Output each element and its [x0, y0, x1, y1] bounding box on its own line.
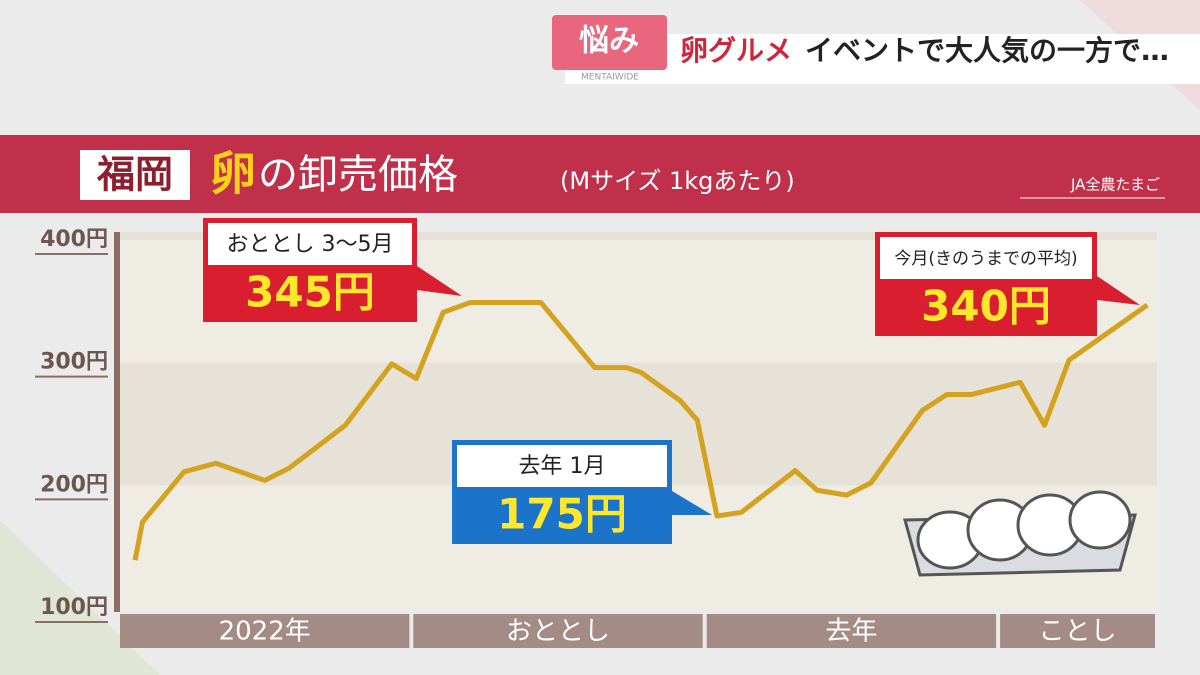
callout-pointer: [417, 266, 462, 296]
callout-title: おととし 3～5月: [227, 232, 394, 257]
source: JA全農たまご: [1070, 176, 1160, 194]
y-tick-label: 400円: [40, 227, 108, 252]
title-head: 卵: [210, 147, 256, 201]
brand: MENTAIWIDE: [581, 73, 639, 83]
period-bar: [413, 614, 703, 648]
callout-pointer: [1097, 276, 1140, 305]
period-label: 去年: [825, 617, 877, 647]
period-label: 2022年: [219, 617, 311, 647]
y-tick-label: 200円: [40, 472, 108, 497]
callout-head: [208, 223, 412, 265]
banner-bg: [565, 34, 1200, 84]
region-box: [80, 150, 190, 200]
period-label: ことし: [1039, 617, 1117, 647]
y-tick-label: 300円: [40, 350, 108, 375]
period-bar: [1000, 614, 1155, 648]
y-axis: [114, 232, 120, 612]
banner-tag: 悩み: [579, 24, 639, 59]
callout-value: 345円: [245, 268, 375, 317]
callout-pointer: [672, 491, 712, 515]
callout-head: [457, 445, 667, 487]
banner-topic: 卵グルメ: [680, 34, 792, 67]
callout-title: 去年 1月: [519, 454, 606, 479]
callout-head: [880, 237, 1092, 279]
period-label: おととし: [506, 617, 610, 647]
title: の卸売価格: [258, 152, 458, 198]
callout-value: 340円: [921, 282, 1051, 331]
y-tick-label: 100円: [40, 595, 108, 620]
banner-tag-bg: [552, 15, 667, 70]
period-bar: [706, 614, 997, 648]
banner-headline: イベントで大人気の一方で…: [805, 34, 1169, 67]
egg-illustration: [903, 490, 1137, 577]
callout-value: 175円: [497, 490, 627, 539]
callout-title: 今月(きのうまでの平均): [894, 249, 1077, 269]
title-bar: [0, 135, 1200, 213]
price-line: [132, 300, 1149, 561]
subtitle: (Mサイズ 1kgあたり): [560, 167, 795, 195]
region: 福岡: [96, 153, 173, 197]
period-bar: [120, 614, 410, 648]
